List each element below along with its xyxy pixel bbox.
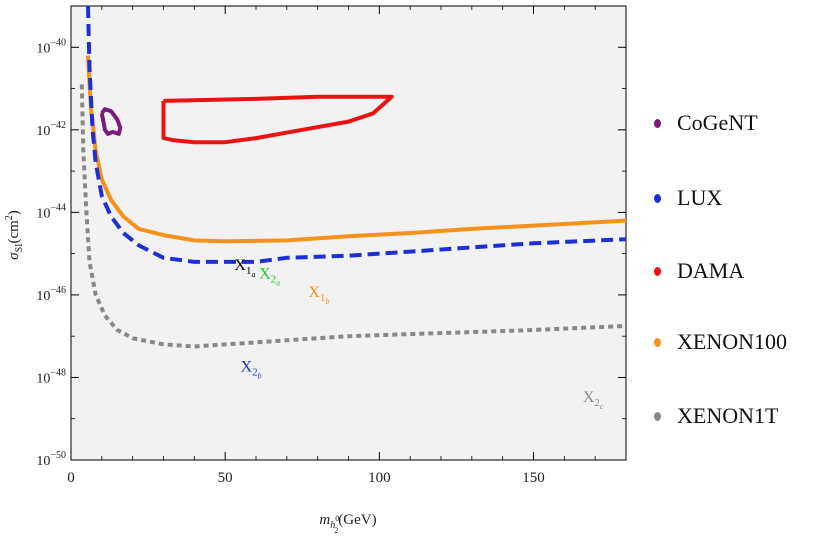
legend-label: DAMA (677, 258, 745, 283)
legend-marker (654, 266, 661, 276)
x-axis-label: mh0 2(GeV) (319, 512, 376, 535)
y-tick-label: 10−46 (36, 285, 66, 304)
axis-ticks: 0 50 100 150 10−40 10−42 10−44 10−46 10−48 10−50 (36, 5, 626, 486)
series-lux-line (86, 6, 626, 264)
y-tick-label: 10−42 (36, 120, 66, 139)
x-tick-label: 50 (218, 470, 233, 486)
annotation-label: X2c (583, 389, 604, 411)
legend-marker (654, 193, 661, 203)
series-layer (79, 6, 626, 349)
legend-label: XENON100 (677, 329, 787, 354)
chart-plot: 0 50 100 15010−4010−4210−4410−4610−4810−50 … (4, 5, 627, 535)
legend-marker (654, 337, 661, 347)
annotation-label: X1a (234, 257, 255, 279)
legend-label: CoGeNT (677, 110, 758, 135)
y-tick-label: 10−40 (36, 37, 66, 56)
y-tick-label: 10−44 (36, 202, 66, 221)
legend-item-xenon100: XENON100 (654, 327, 787, 357)
x-tick-label: 0 (67, 470, 75, 486)
series-cogent-line (99, 107, 123, 136)
legend: CoGeNT LUX DAMA XENON100 XENON1T (640, 0, 817, 545)
y-tick-label: 10−50 (36, 450, 66, 469)
legend-item-lux: LUX (654, 183, 722, 213)
series-xenon1t-line (79, 84, 626, 349)
x-tick-label: 150 (522, 470, 545, 486)
legend-label: LUX (677, 185, 723, 210)
legend-item-dama: DAMA (654, 256, 744, 286)
series-xenon100-line (86, 55, 626, 244)
series-dama-line (161, 94, 394, 145)
y-tick-label: 10−48 (36, 367, 66, 386)
plot-frame (70, 5, 627, 461)
annotation-layer: X1a X2a X1b X2b X2c (234, 257, 603, 411)
y-axis-label: σSI(cm2) (4, 210, 25, 260)
legend-label: XENON1T (677, 403, 779, 428)
legend-item-cogent: CoGeNT (654, 108, 758, 138)
annotation-label: X1b (308, 284, 329, 306)
annotation-label: X2b (241, 358, 262, 380)
legend-marker (654, 411, 661, 421)
legend-item-xenon1t: XENON1T (654, 401, 778, 431)
axis-labels: mh0 2(GeV) σSI(cm2) (4, 210, 377, 535)
x-tick-label: 100 (368, 470, 391, 486)
annotation-label: X2a (259, 265, 280, 287)
legend-marker (654, 118, 661, 128)
